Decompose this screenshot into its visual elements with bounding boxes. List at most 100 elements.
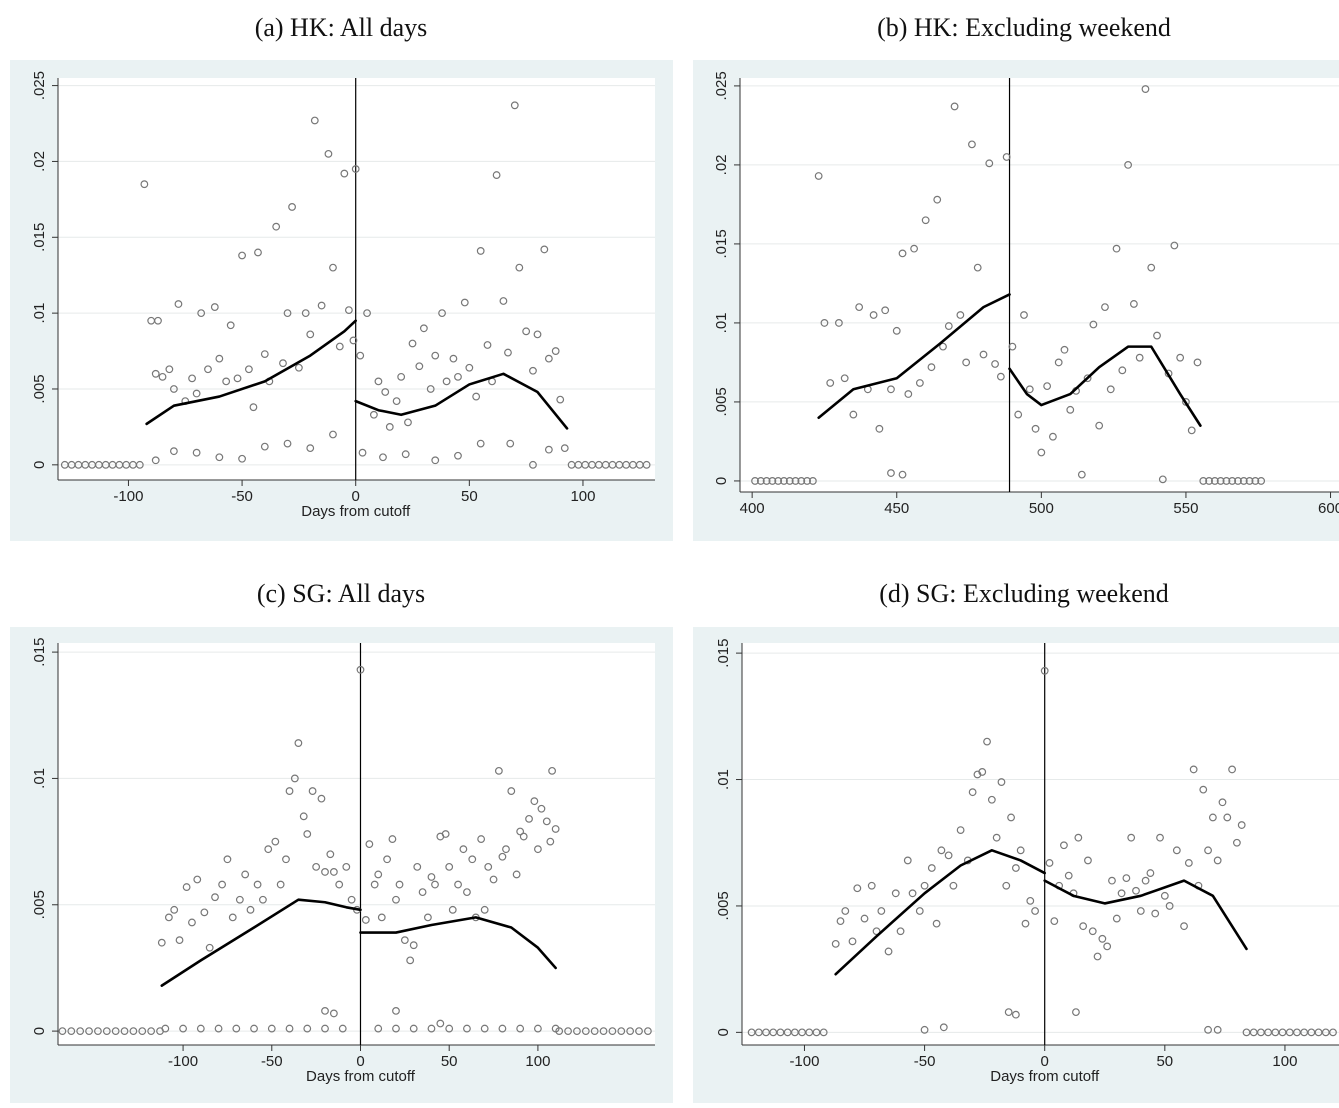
data-point <box>835 319 843 327</box>
data-point <box>1043 382 1052 391</box>
data-point <box>1093 952 1102 961</box>
y-tick-label: .005 <box>713 387 730 416</box>
data-point <box>626 1027 635 1036</box>
data-point <box>1077 470 1086 479</box>
data-point <box>1239 477 1248 485</box>
data-point <box>1117 889 1126 898</box>
data-point <box>544 445 553 454</box>
data-point <box>774 477 783 485</box>
data-point <box>997 778 1006 786</box>
data-point <box>927 864 936 872</box>
data-point <box>1293 1028 1301 1037</box>
data-point <box>1158 475 1167 484</box>
data-point <box>308 787 317 795</box>
data-point <box>1083 374 1092 383</box>
data-point <box>192 389 201 398</box>
data-point <box>356 665 365 674</box>
data-point <box>1278 1028 1287 1037</box>
y-tick-label: .015 <box>31 637 48 666</box>
data-point <box>949 881 958 890</box>
data-point <box>1016 846 1025 855</box>
data-point <box>238 454 246 463</box>
data-point <box>303 1024 312 1033</box>
data-point <box>783 1028 792 1037</box>
data-point <box>530 797 539 806</box>
y-tick-label: 0 <box>31 1027 48 1035</box>
data-point <box>324 149 333 158</box>
data-point <box>853 884 862 893</box>
data-point <box>392 1006 400 1015</box>
data-point <box>415 362 424 371</box>
plot-area <box>740 78 1339 492</box>
data-point <box>968 788 977 797</box>
data-point <box>1160 891 1169 900</box>
data-point <box>250 1024 258 1033</box>
data-point <box>1216 477 1225 485</box>
y-tick-label: .005 <box>715 891 732 920</box>
y-tick-label: .015 <box>713 229 730 258</box>
data-point <box>448 905 457 914</box>
data-point <box>1329 1028 1337 1037</box>
data-point <box>288 203 296 211</box>
data-point <box>294 739 303 747</box>
data-point <box>454 880 462 889</box>
x-axis-label: Days from cutoff <box>990 1068 1100 1085</box>
data-point <box>254 248 262 257</box>
data-point <box>956 826 965 834</box>
panel: (d) SG: Excluding weekend 0 .005 .01 .015 -10… <box>693 579 1339 1103</box>
data-point <box>329 868 338 876</box>
data-point <box>1040 666 1049 675</box>
y-tick-label: .02 <box>713 154 730 175</box>
data-point <box>540 245 549 254</box>
data-point <box>164 913 173 922</box>
data-point <box>1234 477 1242 485</box>
data-point <box>228 913 237 922</box>
data-point <box>374 1024 383 1033</box>
data-point <box>441 830 450 838</box>
data-point <box>344 306 353 314</box>
data-point <box>1118 366 1127 375</box>
data-point <box>590 1027 599 1036</box>
y-tick-label: 0 <box>31 461 48 469</box>
data-point <box>192 448 201 457</box>
data-point <box>1271 1028 1280 1037</box>
x-tick-label: -50 <box>231 488 253 505</box>
x-tick-label: 50 <box>461 488 478 505</box>
data-point <box>241 870 250 879</box>
data-point <box>920 881 929 890</box>
data-point <box>477 835 486 843</box>
panel-title: (b) HK: Excluding weekend <box>877 13 1171 42</box>
data-point <box>285 1024 294 1033</box>
data-point <box>642 460 651 469</box>
data-point <box>102 1027 111 1036</box>
data-point <box>872 927 881 936</box>
data-point <box>979 350 988 359</box>
data-point <box>1205 477 1213 485</box>
data-point <box>465 363 474 372</box>
data-point <box>329 1009 338 1018</box>
data-point <box>377 913 386 922</box>
data-point <box>747 1028 756 1037</box>
y-tick-label: .025 <box>713 71 730 100</box>
data-point <box>1098 934 1107 943</box>
data-point <box>529 460 537 469</box>
data-point <box>751 477 759 485</box>
data-point <box>797 477 806 485</box>
data-point <box>769 1028 778 1037</box>
data-point <box>542 817 551 826</box>
data-point <box>1054 358 1063 367</box>
data-point <box>1011 864 1020 872</box>
data-point <box>338 1024 347 1033</box>
data-point <box>454 372 462 381</box>
data-point <box>1228 765 1236 774</box>
x-tick-label: 100 <box>1272 1053 1297 1070</box>
data-point <box>170 447 178 456</box>
data-point <box>933 195 942 204</box>
y-tick-label: .005 <box>31 890 48 919</box>
data-point <box>349 336 358 345</box>
data-point <box>129 1027 138 1036</box>
x-tick-label: 0 <box>356 1053 364 1070</box>
data-point <box>887 469 895 477</box>
data-point <box>442 377 451 386</box>
data-point <box>1007 813 1015 822</box>
